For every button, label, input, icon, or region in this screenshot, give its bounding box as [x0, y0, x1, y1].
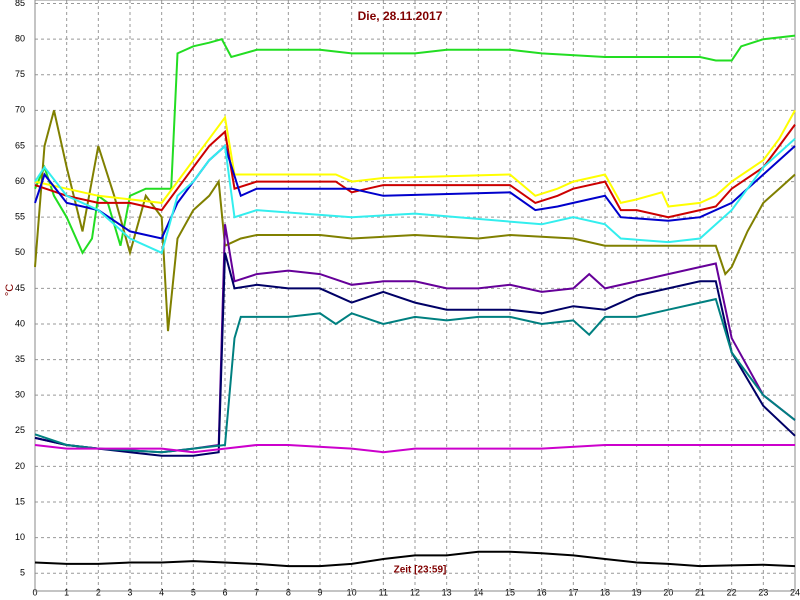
x-tick-label: 22 [727, 587, 737, 597]
x-tick-label: 24 [790, 587, 800, 597]
x-axis-label: Zeit [23:59] [394, 565, 447, 576]
y-tick-label: 5 [20, 568, 25, 578]
x-tick-label: 7 [254, 587, 259, 597]
x-tick-label: 6 [222, 587, 227, 597]
x-tick-label: 3 [127, 587, 132, 597]
y-tick-label: 50 [15, 247, 25, 257]
y-tick-label: 55 [15, 212, 25, 222]
y-tick-label: 10 [15, 532, 25, 542]
y-tick-label: 70 [15, 105, 25, 115]
y-tick-label: 65 [15, 140, 25, 150]
y-tick-label: 85 [15, 0, 25, 8]
series-line [34, 550, 796, 568]
x-tick-label: 4 [159, 587, 164, 597]
y-tick-label: 20 [15, 461, 25, 471]
y-tick-label: 35 [15, 354, 25, 364]
x-tick-label: 1 [64, 587, 69, 597]
series-line [34, 444, 795, 454]
x-tick-label: 21 [695, 587, 705, 597]
y-tick-label: 15 [15, 496, 25, 506]
x-tick-label: 15 [505, 587, 515, 597]
y-tick-label: 80 [15, 34, 25, 44]
x-tick-label: 13 [442, 587, 452, 597]
x-tick-label: 8 [286, 587, 291, 597]
x-tick-label: 0 [32, 587, 37, 597]
x-tick-label: 12 [410, 587, 420, 597]
series-line [34, 138, 796, 255]
x-tick-label: 17 [568, 587, 578, 597]
x-tick-label: 14 [473, 587, 483, 597]
y-axis-label: °C [4, 284, 16, 296]
x-tick-label: 2 [96, 587, 101, 597]
chart-title: Die, 28.11.2017 [358, 9, 443, 23]
y-tick-label: 30 [15, 390, 25, 400]
series-line [34, 124, 796, 219]
x-tick-label: 18 [600, 587, 610, 597]
x-tick-label: 23 [758, 587, 768, 597]
series-line [34, 144, 796, 240]
x-tick-label: 10 [347, 587, 357, 597]
x-tick-label: 20 [663, 587, 673, 597]
x-tick-label: 11 [379, 587, 388, 597]
y-tick-label: 75 [15, 69, 25, 79]
x-tick-label: 9 [317, 587, 322, 597]
series-line [34, 109, 796, 208]
series-line [34, 34, 796, 255]
series-line [34, 110, 796, 332]
y-tick-label: 40 [15, 318, 25, 328]
x-tick-label: 5 [191, 587, 196, 597]
plot-frame [34, 0, 796, 592]
x-tick-label: 19 [632, 587, 642, 597]
y-tick-label: 60 [15, 176, 25, 186]
series-line [34, 252, 796, 457]
y-tick-label: 25 [15, 425, 25, 435]
series-line [34, 297, 796, 454]
x-tick-label: 16 [537, 587, 547, 597]
y-tick-label: 45 [15, 283, 25, 293]
